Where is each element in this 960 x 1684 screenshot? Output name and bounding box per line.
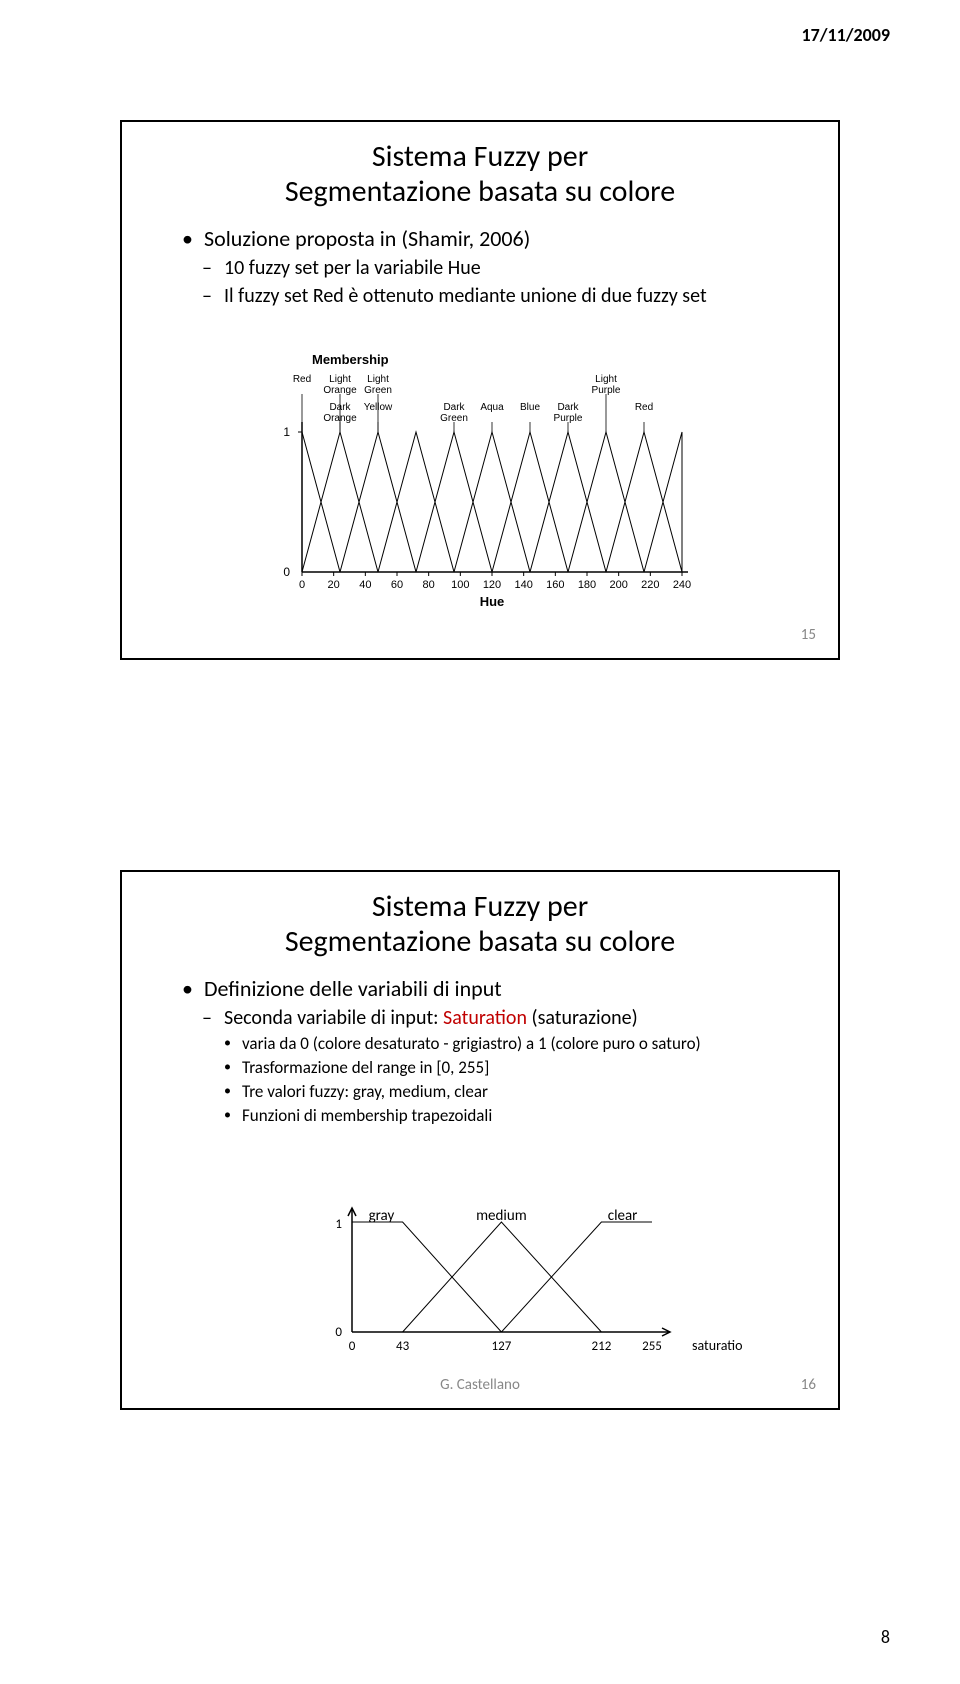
svg-text:255: 255	[642, 1339, 662, 1354]
slide1-bullet1: Soluzione proposta in (Shamir, 2006)	[182, 225, 798, 252]
slide1-title: Sistema Fuzzy per Segmentazione basata s…	[122, 122, 838, 219]
slide1-title-line2: Segmentazione basata su colore	[285, 173, 675, 210]
svg-text:80: 80	[423, 579, 435, 591]
slide2-sub1-c: (saturazione)	[527, 1006, 638, 1030]
svg-text:Blue: Blue	[520, 402, 540, 413]
svg-text:0: 0	[349, 1339, 356, 1354]
svg-text:Dark: Dark	[329, 402, 351, 413]
svg-text:Hue: Hue	[480, 594, 505, 609]
svg-text:100: 100	[451, 579, 469, 591]
svg-text:1: 1	[283, 425, 290, 439]
svg-text:220: 220	[641, 579, 659, 591]
svg-text:127: 127	[492, 1339, 512, 1354]
slide2-subsub2: Trasformazione del range in [0, 255]	[224, 1057, 798, 1078]
slide2-title-line1: Sistema Fuzzy per	[372, 888, 588, 925]
slide2-subsub1: varia da 0 (colore desaturato - grigiast…	[224, 1033, 798, 1054]
svg-text:saturation: saturation	[692, 1337, 742, 1354]
svg-text:120: 120	[483, 579, 501, 591]
slide1-bullets: Soluzione proposta in (Shamir, 2006) 10 …	[122, 225, 838, 308]
slide1-title-line1: Sistema Fuzzy per	[372, 138, 588, 175]
svg-text:20: 20	[328, 579, 340, 591]
slide-2: Sistema Fuzzy per Segmentazione basata s…	[120, 870, 840, 1410]
svg-text:Light: Light	[329, 374, 351, 385]
svg-text:Aqua: Aqua	[480, 402, 504, 413]
saturation-chart: 01043127212255saturationgraymediumclear	[322, 1182, 682, 1382]
date-header: 17/11/2009	[802, 24, 890, 46]
svg-text:Red: Red	[635, 402, 653, 413]
svg-text:Dark: Dark	[443, 402, 465, 413]
slide-1: Sistema Fuzzy per Segmentazione basata s…	[120, 120, 840, 660]
svg-text:0: 0	[299, 579, 305, 591]
slide2-citation: G. Castellano	[122, 1376, 838, 1394]
slide2-number: 16	[801, 1376, 816, 1394]
hue-chart-svg: 01020406080100120140160180200220240HueRe…	[272, 352, 692, 617]
slide2-title-line2: Segmentazione basata su colore	[285, 923, 675, 960]
svg-text:40: 40	[359, 579, 371, 591]
svg-text:Dark: Dark	[557, 402, 579, 413]
svg-text:60: 60	[391, 579, 403, 591]
slide2-bullet1: Definizione delle variabili di input	[182, 975, 798, 1002]
hue-membership-chart: Membership 01020406080100120140160180200…	[272, 352, 692, 617]
slide2-sub1-a: Seconda variabile di input:	[224, 1006, 443, 1030]
svg-text:Red: Red	[293, 374, 311, 385]
slide2-subsub4: Funzioni di membership trapezoidali	[224, 1105, 798, 1126]
svg-text:200: 200	[609, 579, 627, 591]
svg-text:Light: Light	[367, 374, 389, 385]
svg-text:Light: Light	[595, 374, 617, 385]
svg-text:0: 0	[335, 1325, 342, 1340]
sat-chart-svg: 01043127212255saturationgraymediumclear	[322, 1182, 742, 1382]
slide2-title: Sistema Fuzzy per Segmentazione basata s…	[122, 872, 838, 969]
slide2-sub1: Seconda variabile di input: Saturation (…	[202, 1006, 798, 1030]
svg-text:240: 240	[673, 579, 691, 591]
svg-text:0: 0	[283, 565, 290, 579]
slide2-subsub3: Tre valori fuzzy: gray, medium, clear	[224, 1081, 798, 1102]
slide2-bullets: Definizione delle variabili di input Sec…	[122, 975, 838, 1126]
svg-text:140: 140	[514, 579, 532, 591]
slide1-sub1: 10 fuzzy set per la variabile Hue	[202, 256, 798, 280]
slide1-number: 15	[801, 626, 816, 644]
svg-text:160: 160	[546, 579, 564, 591]
slide1-sub2: Il fuzzy set Red è ottenuto mediante uni…	[202, 284, 798, 308]
svg-text:1: 1	[335, 1217, 342, 1232]
svg-text:43: 43	[396, 1339, 410, 1354]
page-number: 8	[881, 1626, 890, 1648]
slide2-sub1-saturation: Saturation	[443, 1006, 527, 1030]
svg-text:180: 180	[578, 579, 596, 591]
svg-text:212: 212	[592, 1339, 612, 1354]
